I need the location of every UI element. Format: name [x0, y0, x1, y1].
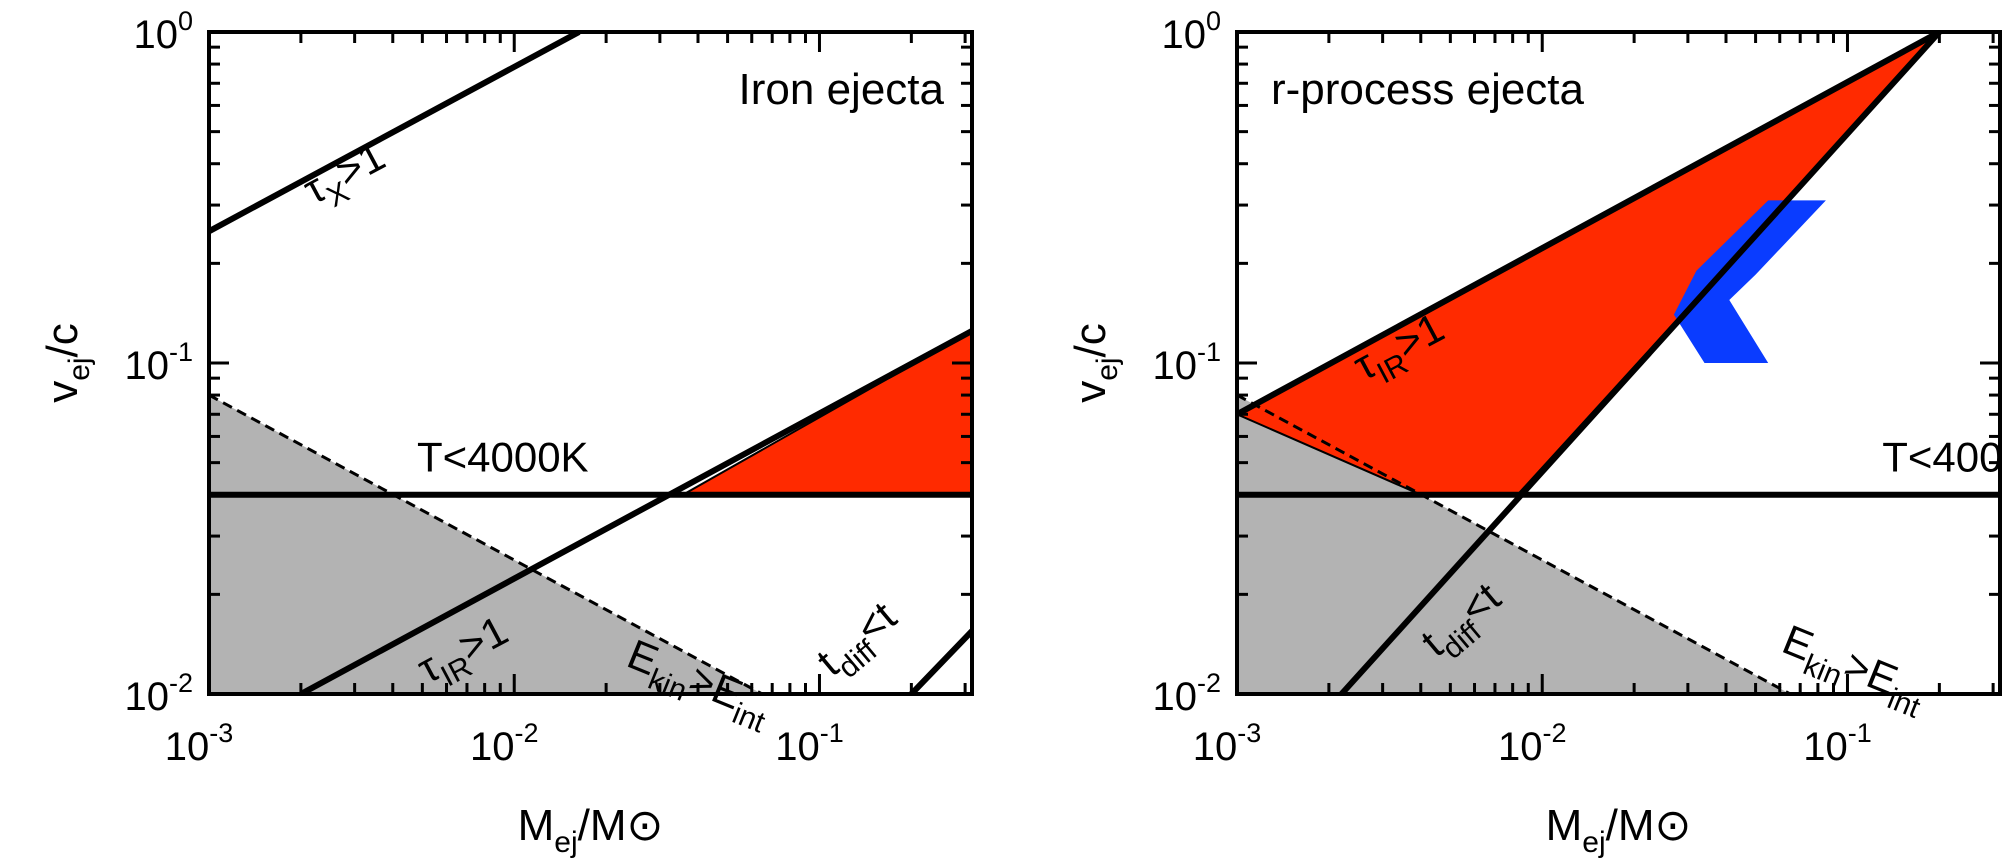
line-tau_X [209, 32, 581, 234]
line-E_kin [209, 393, 763, 694]
line-tau_IR [299, 328, 972, 694]
x-tick-label: 10-3 [1193, 718, 1262, 769]
y-tick-label: 10-2 [124, 668, 193, 719]
region-red [1237, 32, 1940, 495]
panel-title: Iron ejecta [739, 65, 945, 114]
line-E_kin [1237, 393, 1791, 694]
x-axis-label: Mej/M⊙ [1546, 801, 1692, 859]
x-tick-label: 10-1 [1803, 718, 1872, 769]
y-tick-label: 100 [133, 6, 193, 57]
y-tick-label: 10-1 [124, 337, 193, 388]
annotation: τX>1 [296, 132, 397, 222]
annotation: Ekin>Eint [1773, 616, 1935, 726]
y-axis-label: vej/c [38, 323, 96, 403]
x-tick-label: 10-1 [775, 718, 844, 769]
x-tick-label: 10-2 [1498, 718, 1567, 769]
x-tick-label: 10-3 [165, 718, 234, 769]
x-axis-label: Mej/M⊙ [518, 801, 664, 859]
region-blue [1673, 200, 1826, 363]
line-t_diff [1339, 32, 1942, 694]
x-tick-label: 10-2 [470, 718, 539, 769]
y-axis-label: vej/c [1066, 323, 1124, 403]
line-tau_IR [1237, 32, 1941, 417]
ticks [207, 30, 972, 696]
annotation: T<4000K [417, 434, 589, 481]
y-tick-label: 10-2 [1152, 668, 1221, 719]
y-tick-label: 10-1 [1152, 337, 1221, 388]
ticks [1235, 30, 2000, 696]
panel-r-process-ejecta: 10-3 10-2 10-110-210-1100Mej/M⊙vej/cr-proc… [1066, 6, 2002, 859]
plot-area [209, 32, 972, 694]
annotation: T<4000K [1882, 434, 2002, 481]
annotation: tdiff<t [808, 592, 912, 692]
panel-title: r-process ejecta [1271, 65, 1585, 114]
line-t_diff [909, 628, 972, 694]
plot-area [1237, 32, 2000, 694]
y-tick-label: 100 [1161, 6, 1221, 57]
